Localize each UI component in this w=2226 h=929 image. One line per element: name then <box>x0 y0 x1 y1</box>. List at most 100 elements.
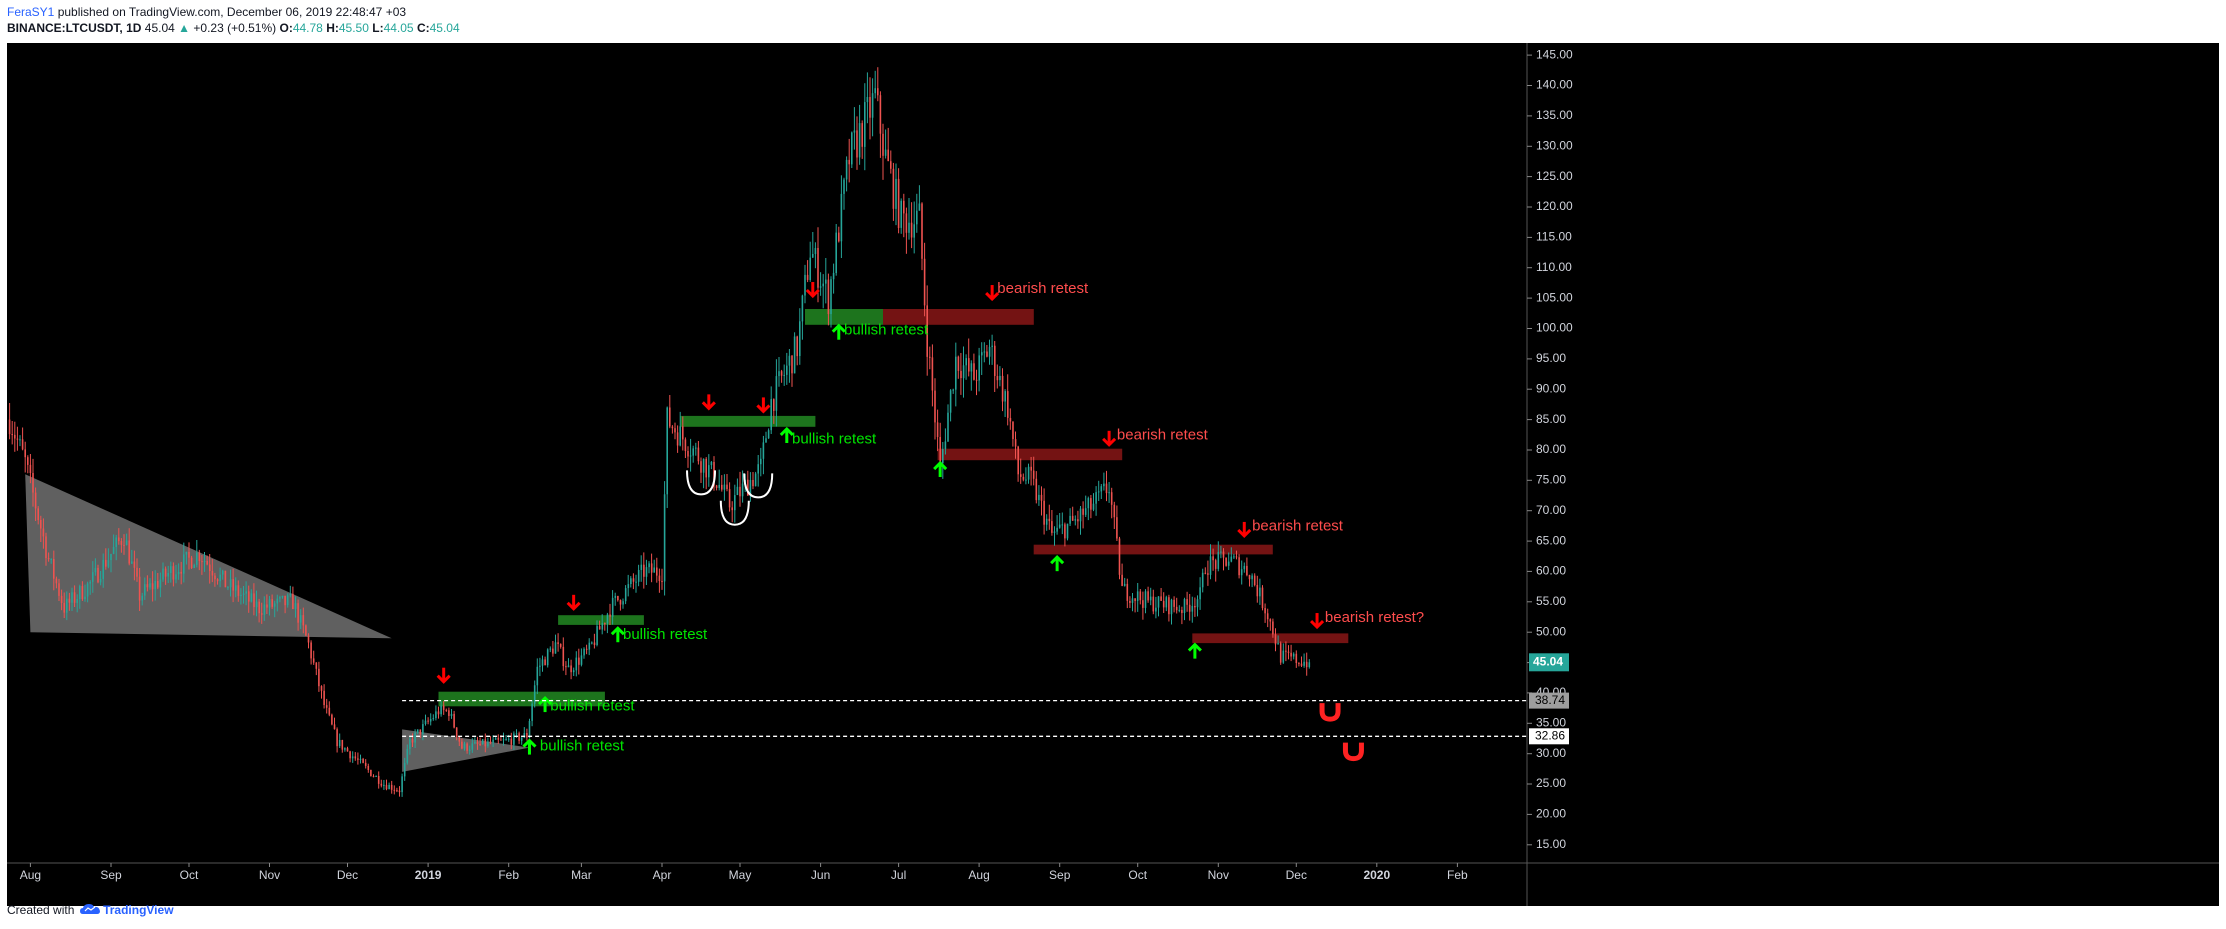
x-tick-label: 2020 <box>1363 868 1390 882</box>
candle-body <box>180 571 182 574</box>
x-tick-label: Oct <box>180 868 199 882</box>
author-link[interactable]: FeraSY1 <box>7 5 55 19</box>
candle-body <box>305 625 307 636</box>
candle-body <box>372 776 375 778</box>
chart-area[interactable]: bullish retest bullish retest bullish rete… <box>7 43 2219 906</box>
candle-body <box>419 729 422 734</box>
x-tick-label: Feb <box>1447 868 1468 882</box>
candle-body <box>325 705 328 708</box>
candle-body <box>546 649 549 666</box>
x-tick-label: Aug <box>20 868 41 882</box>
candle-body <box>536 666 539 686</box>
candle-body <box>1090 498 1092 510</box>
arrow-head <box>537 695 553 706</box>
candle-body <box>268 599 271 608</box>
candle-body <box>286 595 289 606</box>
candle-body <box>801 295 804 322</box>
candle-body <box>848 159 850 165</box>
candle-body <box>632 578 635 582</box>
candle-body <box>1045 518 1048 525</box>
candle-body <box>76 599 78 603</box>
candle-body <box>567 665 570 668</box>
chart-header: FeraSY1 published on TradingView.com, De… <box>7 4 907 40</box>
candle-body <box>1175 606 1178 611</box>
arrow-head <box>566 601 581 611</box>
candle-body <box>198 552 201 561</box>
candle-body <box>86 583 89 597</box>
candle-body <box>726 484 728 490</box>
tradingview-brand-link[interactable]: TradingView <box>103 903 174 917</box>
bearish-retest-label: bearish retest <box>1117 426 1209 443</box>
candle-body <box>149 583 151 588</box>
candles-layer <box>8 67 1311 797</box>
candle-body <box>1274 634 1277 645</box>
candle-body <box>853 130 856 133</box>
candle-body <box>289 593 292 596</box>
candle-body <box>778 371 780 377</box>
candle-body <box>1004 391 1006 402</box>
candle-body <box>349 751 351 759</box>
arrow-head <box>1237 528 1252 539</box>
candle-body <box>146 584 149 588</box>
candle-body <box>520 737 523 741</box>
magnet-body <box>1342 742 1364 762</box>
candle-body <box>427 720 429 722</box>
candle-body <box>996 376 999 381</box>
candle-body <box>21 439 24 450</box>
candle-body <box>515 733 518 735</box>
candle-body <box>952 389 954 391</box>
candle-body <box>1108 492 1110 494</box>
candle-body <box>331 714 333 725</box>
x-tick-label: Nov <box>259 868 280 882</box>
y-tick-label: 65.00 <box>1536 533 1566 547</box>
resistance-zone <box>937 448 1123 461</box>
candle-body <box>892 168 895 209</box>
candle-body <box>897 178 900 228</box>
candle-body <box>196 552 198 565</box>
candle-body <box>923 258 926 306</box>
arrow-head <box>522 738 537 748</box>
candle-body <box>684 439 687 451</box>
price-chart[interactable]: bullish retest bullish retest bullish rete… <box>7 43 2219 906</box>
candle-body <box>1285 650 1287 652</box>
candle-body <box>190 557 193 568</box>
candle-body <box>1220 551 1222 553</box>
arrow-down-icon <box>436 667 451 684</box>
candle-body <box>1007 391 1009 418</box>
candle-body <box>128 540 130 564</box>
candle-body <box>27 457 29 465</box>
footer: Created with TradingView <box>7 903 174 917</box>
candle-body <box>1110 492 1113 505</box>
candle-body <box>1014 439 1017 447</box>
candle-body <box>806 274 809 280</box>
candle-body <box>643 564 645 577</box>
candle-body <box>973 363 975 380</box>
symbol-label[interactable]: BINANCE:LTCUSDT, 1D <box>7 21 142 35</box>
candle-body <box>1243 565 1246 570</box>
level-price-label: 32.86 <box>1535 728 1565 742</box>
candle-body <box>1100 486 1103 492</box>
candle-body <box>825 279 827 284</box>
candle-body <box>786 365 788 375</box>
candle-body <box>24 449 26 458</box>
candle-body <box>1097 491 1100 493</box>
support-zone <box>558 615 644 625</box>
candle-body <box>263 604 266 615</box>
candle-body <box>162 568 164 580</box>
x-tick-label: Aug <box>968 868 989 882</box>
candle-body <box>144 584 146 596</box>
candle-body <box>435 711 437 719</box>
candle-body <box>136 567 138 577</box>
candle-body <box>377 776 380 784</box>
candle-body <box>908 222 910 233</box>
candle-body <box>793 336 796 374</box>
candle-body <box>141 595 143 601</box>
resistance-zone <box>1192 633 1349 644</box>
open-value: 44.78 <box>292 21 323 35</box>
candle-body <box>157 581 159 588</box>
last-price: 45.04 <box>144 21 175 35</box>
candle-body <box>986 351 988 357</box>
candle-body <box>219 574 221 582</box>
candle-body <box>861 123 863 147</box>
candle-body <box>705 458 707 478</box>
